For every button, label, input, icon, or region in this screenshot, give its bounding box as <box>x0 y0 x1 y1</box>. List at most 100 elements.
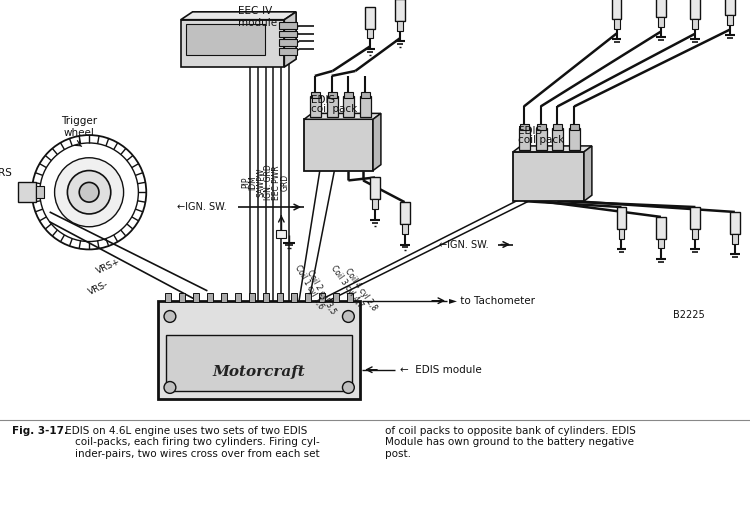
Bar <box>207 293 213 302</box>
Bar <box>18 183 36 202</box>
Bar <box>727 15 733 25</box>
Bar <box>658 238 664 249</box>
Circle shape <box>164 311 176 323</box>
Bar <box>279 39 297 47</box>
Text: EEC-IV
module: EEC-IV module <box>238 6 277 27</box>
Polygon shape <box>584 146 592 201</box>
Text: Trigger: Trigger <box>62 116 98 126</box>
Circle shape <box>164 382 176 393</box>
Bar <box>394 0 404 21</box>
Text: PIP: PIP <box>241 177 250 188</box>
Bar <box>554 124 562 130</box>
Bar <box>513 152 584 201</box>
Polygon shape <box>513 146 592 152</box>
Text: EEC PWR: EEC PWR <box>272 165 281 200</box>
Bar <box>311 92 320 98</box>
Bar <box>656 0 666 17</box>
Text: EDIS: EDIS <box>311 96 335 105</box>
Bar <box>179 293 185 302</box>
Text: Coil 2 cyl 3,5: Coil 2 cyl 3,5 <box>305 269 338 316</box>
Bar <box>291 293 297 302</box>
Bar <box>221 293 227 302</box>
Text: GRD: GRD <box>280 174 290 191</box>
Bar <box>691 207 700 229</box>
Bar <box>344 92 353 98</box>
Bar <box>165 293 171 302</box>
Bar <box>730 212 740 234</box>
Bar <box>611 0 622 19</box>
Bar <box>328 92 337 98</box>
Text: Motorcraft: Motorcraft <box>213 364 305 378</box>
Text: VRS: VRS <box>0 168 13 177</box>
Bar <box>365 7 375 28</box>
Bar <box>370 177 380 199</box>
Bar <box>166 335 352 391</box>
Bar <box>347 293 353 302</box>
Text: Fig. 3-17.: Fig. 3-17. <box>12 425 68 435</box>
Text: of coil packs to opposite bank of cylinders. EDIS
Module has own ground to the b: of coil packs to opposite bank of cylind… <box>385 425 636 459</box>
Bar <box>536 128 547 150</box>
Bar <box>279 22 297 28</box>
Text: ←  EDIS module: ← EDIS module <box>400 364 482 375</box>
Text: wheel: wheel <box>64 128 94 138</box>
Bar <box>278 293 284 302</box>
Bar <box>158 301 360 399</box>
Bar <box>656 217 666 238</box>
Bar <box>537 124 545 130</box>
Bar <box>193 293 199 302</box>
Bar <box>279 48 297 55</box>
Text: EDIS on 4.6L engine uses two sets of two EDIS
    coil-packs, each firing two cy: EDIS on 4.6L engine uses two sets of two… <box>62 425 320 459</box>
Bar <box>372 199 378 209</box>
Polygon shape <box>181 12 296 20</box>
Bar <box>279 31 297 37</box>
Bar <box>249 293 255 302</box>
Bar <box>401 224 407 234</box>
Bar <box>692 19 698 28</box>
Bar <box>691 0 700 19</box>
Bar <box>344 96 354 117</box>
Bar <box>310 96 321 117</box>
Circle shape <box>343 382 354 393</box>
Text: VRS-: VRS- <box>87 279 110 296</box>
Bar <box>553 128 563 150</box>
Text: ←IGN. SW.: ←IGN. SW. <box>178 202 227 212</box>
Bar <box>519 128 530 150</box>
Circle shape <box>55 158 124 227</box>
Bar <box>732 234 738 244</box>
Bar <box>181 20 284 67</box>
Bar <box>277 230 286 238</box>
Text: EDIS: EDIS <box>518 126 542 136</box>
Bar <box>186 24 265 55</box>
Text: Coil 1 cyl 1,6: Coil 1 cyl 1,6 <box>293 264 326 311</box>
Polygon shape <box>373 113 381 171</box>
Bar <box>569 128 580 150</box>
Polygon shape <box>304 113 381 119</box>
Text: coil pack: coil pack <box>518 135 564 145</box>
Bar <box>360 96 371 117</box>
Polygon shape <box>284 12 296 67</box>
Bar <box>236 293 241 302</box>
Bar <box>304 119 373 171</box>
Text: SAWPW: SAWPW <box>256 168 265 197</box>
Bar <box>658 17 664 26</box>
Bar <box>263 293 269 302</box>
Bar <box>327 96 338 117</box>
Text: B2225: B2225 <box>673 311 704 321</box>
Bar <box>692 229 698 238</box>
Bar <box>520 124 529 130</box>
Text: Coil 3 cyl 4,7: Coil 3 cyl 4,7 <box>329 264 364 309</box>
Circle shape <box>68 171 111 214</box>
Bar <box>616 207 626 229</box>
Text: ←IGN. SW.: ←IGN. SW. <box>439 239 488 250</box>
Bar <box>367 28 373 38</box>
Circle shape <box>80 183 99 202</box>
Bar <box>333 293 339 302</box>
Bar <box>305 293 311 302</box>
Text: IDM: IDM <box>249 175 258 190</box>
Bar <box>614 19 620 28</box>
Bar <box>725 0 735 15</box>
Text: ► to Tachometer: ► to Tachometer <box>449 296 535 306</box>
Text: VRS+: VRS+ <box>95 257 122 276</box>
Bar <box>362 92 370 98</box>
Text: IGN. GRD: IGN. GRD <box>265 164 274 200</box>
